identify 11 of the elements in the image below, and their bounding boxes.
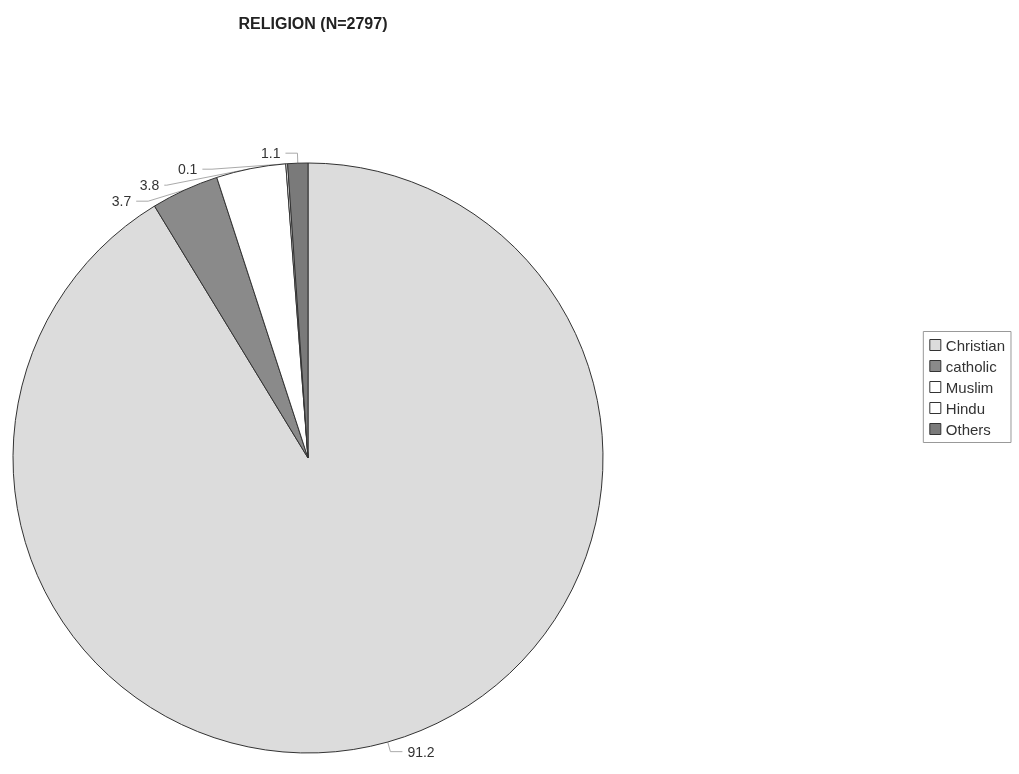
legend-label: Muslim (945, 378, 994, 396)
data-label: 1.1 (260, 145, 281, 162)
data-label: 0.1 (177, 161, 198, 178)
legend-label: Others (945, 420, 991, 438)
data-label: 3.7 (111, 193, 132, 210)
data-label: 3.8 (139, 177, 160, 194)
chart-title: RELIGION (N=2797) (238, 14, 388, 32)
legend-label: Hindu (945, 399, 986, 417)
data-label: 91.2 (407, 743, 435, 760)
legend-label: Christian (945, 336, 1005, 354)
legend-label: catholic (945, 357, 998, 375)
